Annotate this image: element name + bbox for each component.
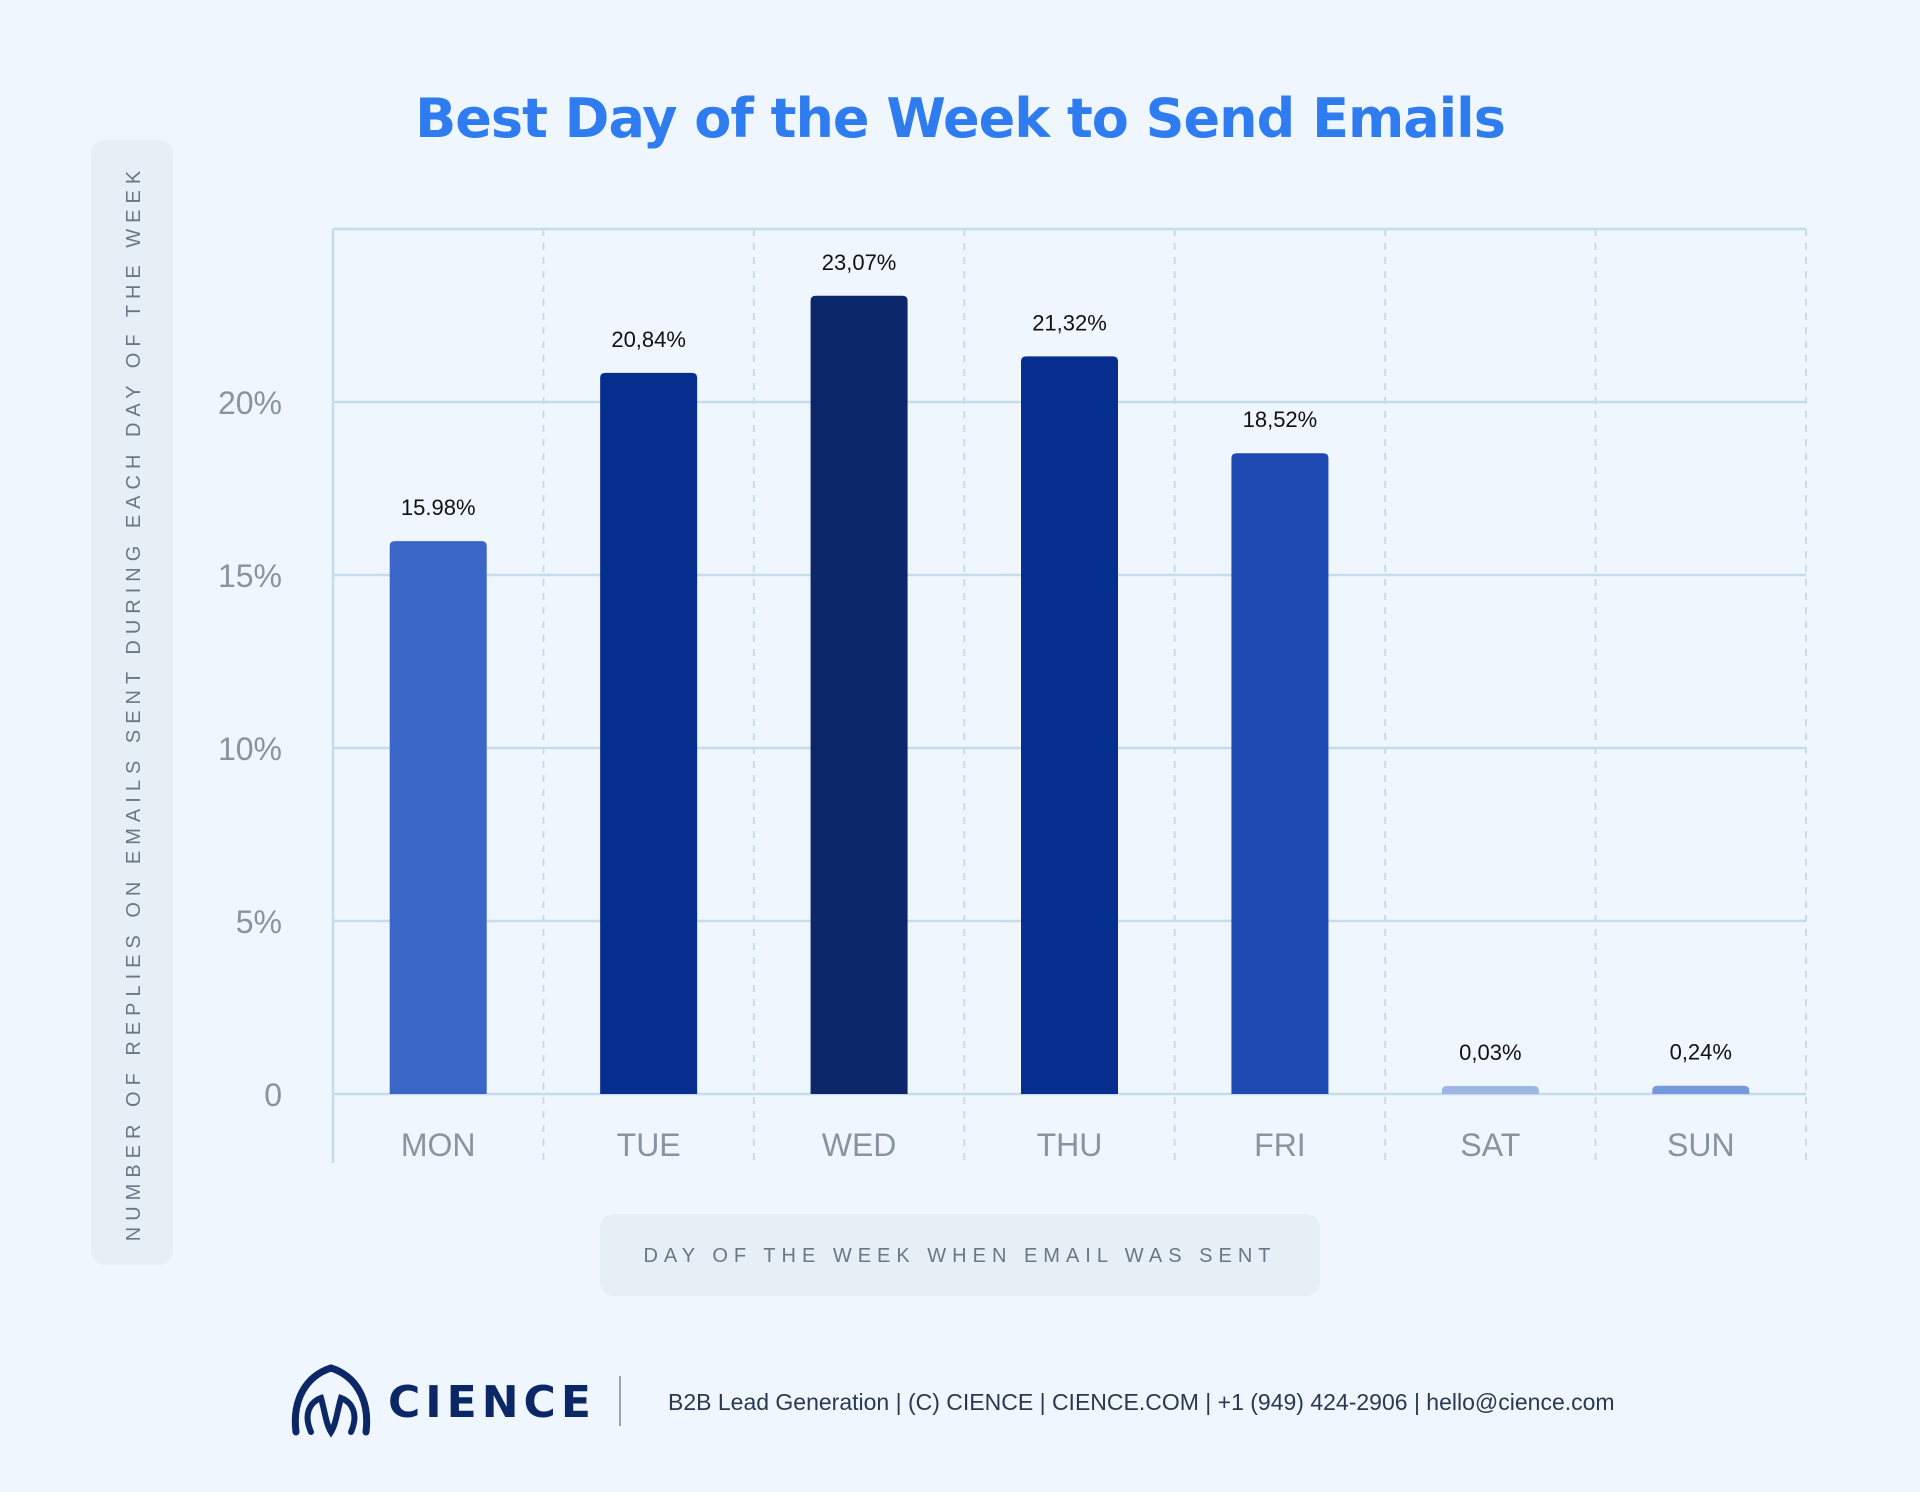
y-tick-2: 10% — [218, 731, 282, 767]
x-tick-sat: SAT — [1460, 1127, 1520, 1163]
bar-thu — [1021, 356, 1118, 1094]
x-tick-sun: SUN — [1667, 1127, 1735, 1163]
x-tick-fri: FRI — [1254, 1127, 1306, 1163]
value-label-mon: 15.98% — [401, 495, 476, 520]
x-tick-mon: MON — [401, 1127, 476, 1163]
bar-wed — [810, 295, 908, 1094]
value-label-tue: 20,84% — [611, 327, 686, 352]
bar-sat — [1441, 1086, 1539, 1094]
bar-mon — [389, 541, 487, 1094]
value-label-sun: 0,24% — [1670, 1040, 1732, 1065]
bar-fri — [1231, 453, 1329, 1094]
value-label-fri: 18,52% — [1243, 407, 1318, 432]
cience-logo-icon-inner — [304, 1394, 358, 1438]
x-tick-thu: THU — [1037, 1127, 1103, 1163]
chart-title: Best Day of the Week to Send Emails — [415, 87, 1505, 150]
x-ticks: MON TUE WED THU FRI SAT SUN — [401, 1127, 1735, 1163]
bars — [389, 295, 1750, 1094]
y-tick-0: 0 — [264, 1077, 282, 1113]
grid — [331, 227, 1807, 1163]
value-label-sat: 0,03% — [1459, 1040, 1521, 1065]
x-axis-title: DAY OF THE WEEK WHEN EMAIL WAS SENT — [643, 1245, 1276, 1267]
cience-logo — [291, 1364, 371, 1438]
y-axis-title: NUMBER OF REPLIES ON EMAILS SENT DURING … — [123, 165, 145, 1241]
x-tick-wed: WED — [822, 1127, 897, 1163]
y-tick-1: 5% — [236, 904, 282, 940]
value-labels: 15.98% 20,84% 23,07% 21,32% 18,52% 0,03% 0,24% — [401, 250, 1732, 1065]
value-label-thu: 21,32% — [1032, 310, 1107, 335]
value-label-wed: 23,07% — [822, 250, 897, 275]
cience-logo-icon — [291, 1364, 371, 1436]
y-tick-3: 15% — [218, 558, 282, 594]
x-axis-label-panel — [600, 1214, 1320, 1296]
footer-text: B2B Lead Generation | (C) CIENCE | CIENC… — [668, 1389, 1615, 1415]
y-tick-4: 20% — [218, 385, 282, 421]
brand-name: CIENCE — [388, 1377, 596, 1428]
x-tick-tue: TUE — [617, 1127, 681, 1163]
y-axis-label-panel — [91, 140, 173, 1265]
y-ticks: 0 5% 10% 15% 20% — [218, 385, 282, 1113]
bar-sun — [1652, 1085, 1750, 1094]
bar-tue — [600, 372, 698, 1094]
